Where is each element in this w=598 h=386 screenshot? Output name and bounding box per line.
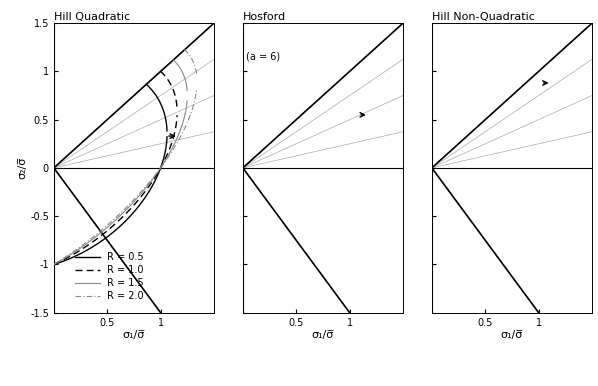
- X-axis label: σ₁/σ̅: σ₁/σ̅: [312, 330, 334, 340]
- X-axis label: σ₁/σ̅: σ₁/σ̅: [123, 330, 145, 340]
- Y-axis label: σ₂/σ̅: σ₂/σ̅: [17, 157, 28, 179]
- Text: Hill Non-Quadratic: Hill Non-Quadratic: [432, 12, 535, 22]
- Text: Hosford: Hosford: [243, 12, 286, 22]
- X-axis label: σ₁/σ̅: σ₁/σ̅: [501, 330, 523, 340]
- Legend: R = 0.5, R = 1.0, R = 1.5, R = 2.0: R = 0.5, R = 1.0, R = 1.5, R = 2.0: [72, 248, 148, 305]
- Text: Hill Quadratic: Hill Quadratic: [54, 12, 130, 22]
- Text: (a = 6): (a = 6): [246, 51, 280, 61]
